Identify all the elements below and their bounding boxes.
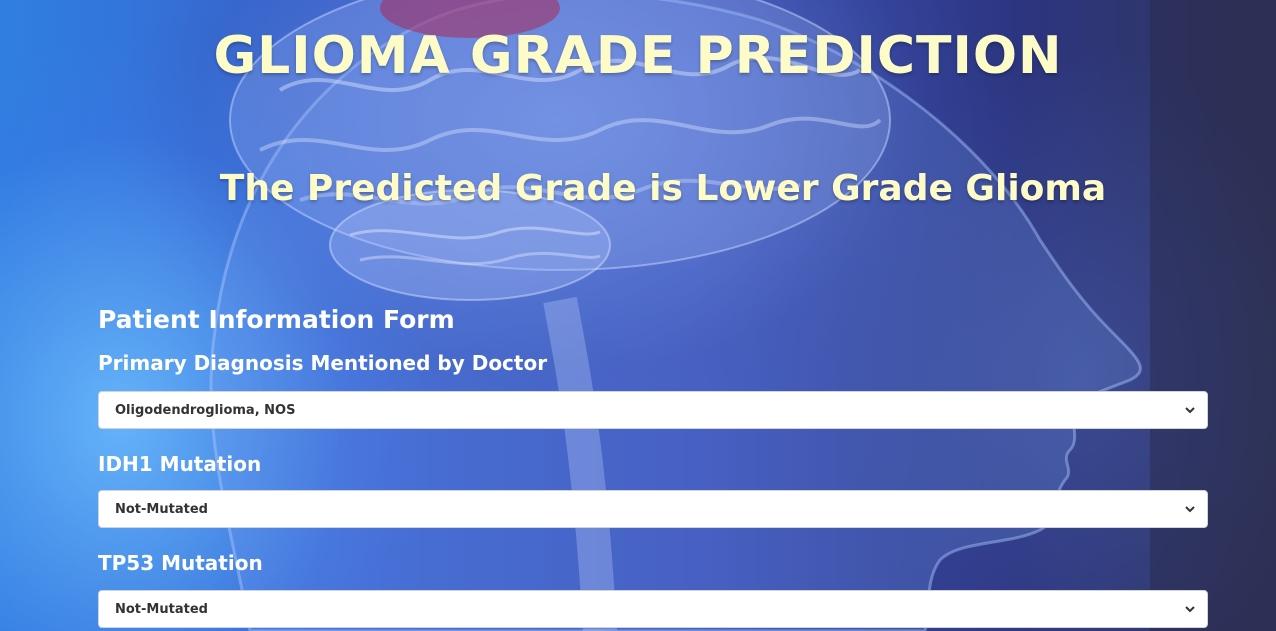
chevron-down-icon [1185,405,1195,415]
idh1-mutation-select[interactable]: Not-Mutated [98,490,1208,528]
page-title: GLIOMA GRADE PREDICTION [213,26,1063,86]
prediction-result: The Predicted Grade is Lower Grade Gliom… [219,168,1107,209]
idh1-mutation-label: IDH1 Mutation [98,452,262,476]
primary-diagnosis-label: Primary Diagnosis Mentioned by Doctor [98,351,548,375]
tp53-mutation-select[interactable]: Not-Mutated [98,590,1208,628]
chevron-down-icon [1185,504,1195,514]
patient-information-form: Patient Information Form Primary Diagnos… [98,302,1208,628]
form-title: Patient Information Form [98,305,455,334]
tp53-mutation-label: TP53 Mutation [98,551,263,575]
primary-diagnosis-value: Oligodendroglioma, NOS [115,402,296,418]
primary-diagnosis-select[interactable]: Oligodendroglioma, NOS [98,391,1208,429]
tp53-mutation-value: Not-Mutated [115,601,208,617]
chevron-down-icon [1185,604,1195,614]
idh1-mutation-value: Not-Mutated [115,501,208,517]
